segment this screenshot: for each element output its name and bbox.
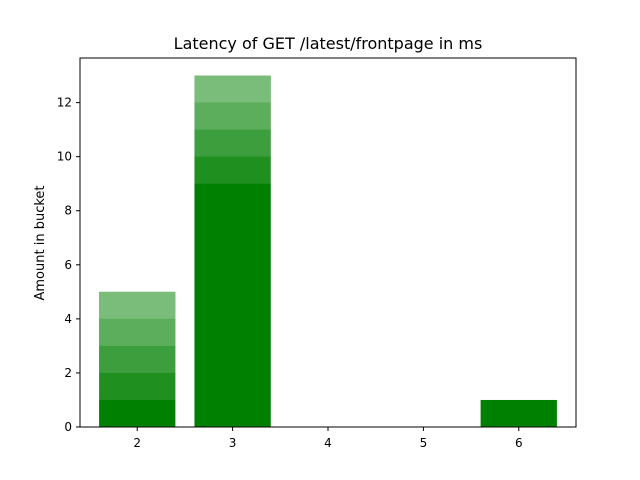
y-tick-label-8: 8: [64, 204, 72, 218]
y-tick-label-6: 6: [64, 258, 72, 272]
bars-group: [99, 75, 557, 428]
x-tick-label-4: 4: [324, 436, 332, 450]
x-tick-label-6: 6: [515, 436, 523, 450]
y-tick-label-2: 2: [64, 366, 72, 380]
bar-2-shade-2: [99, 318, 176, 346]
y-axis-ticks: 0 2 4 6 8 10 12: [57, 96, 80, 434]
bar-3-shade-3: [194, 129, 271, 157]
bar-3-shade-2: [194, 102, 271, 130]
y-tick-label-0: 0: [64, 420, 72, 434]
y-tick-label-4: 4: [64, 312, 72, 326]
bar-3-shade-4: [194, 156, 271, 184]
chart-title: Latency of GET /latest/frontpage in ms: [174, 34, 483, 53]
y-tick-label-12: 12: [57, 96, 72, 110]
bar-2-shade-3: [99, 345, 176, 373]
x-tick-label-2: 2: [133, 436, 141, 450]
x-axis-ticks: 2 3 4 5 6: [133, 427, 523, 450]
bar-3-shade-1: [194, 75, 271, 103]
plot-frame: [79, 57, 577, 428]
y-axis-label: Amount in bucket: [33, 185, 48, 300]
x-tick-label-3: 3: [229, 436, 237, 450]
y-tick-label-10: 10: [57, 150, 72, 164]
bar-6: [480, 399, 557, 427]
bar-2-shade-1: [99, 291, 176, 319]
x-tick-label-5: 5: [420, 436, 428, 450]
bar-2: [99, 291, 176, 427]
bar-2-shade-4: [99, 372, 176, 400]
bar-3: [194, 75, 271, 428]
